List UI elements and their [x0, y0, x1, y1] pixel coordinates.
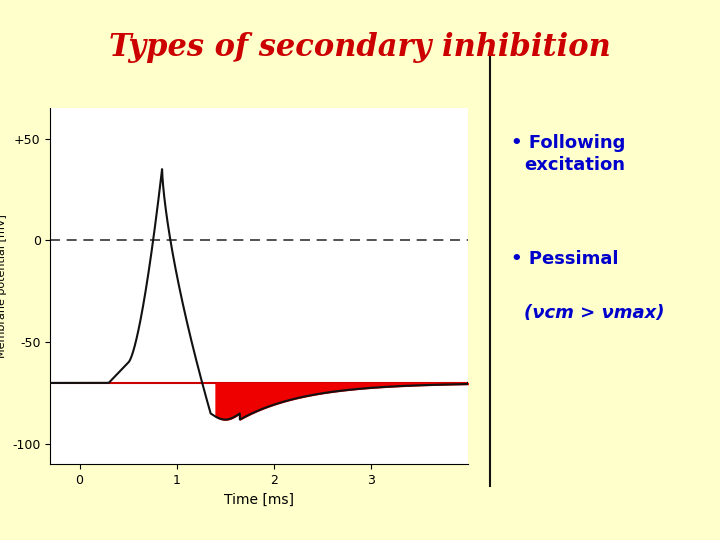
- Text: Types of secondary inhibition: Types of secondary inhibition: [109, 32, 611, 63]
- Text: excitation: excitation: [524, 156, 625, 174]
- Text: • Pessimal: • Pessimal: [511, 250, 618, 268]
- Text: • Following: • Following: [511, 134, 626, 152]
- Y-axis label: Membrane potential [mV]: Membrane potential [mV]: [0, 214, 6, 358]
- Text: (νcm > νmax): (νcm > νmax): [524, 304, 665, 322]
- X-axis label: Time [ms]: Time [ms]: [224, 492, 294, 507]
